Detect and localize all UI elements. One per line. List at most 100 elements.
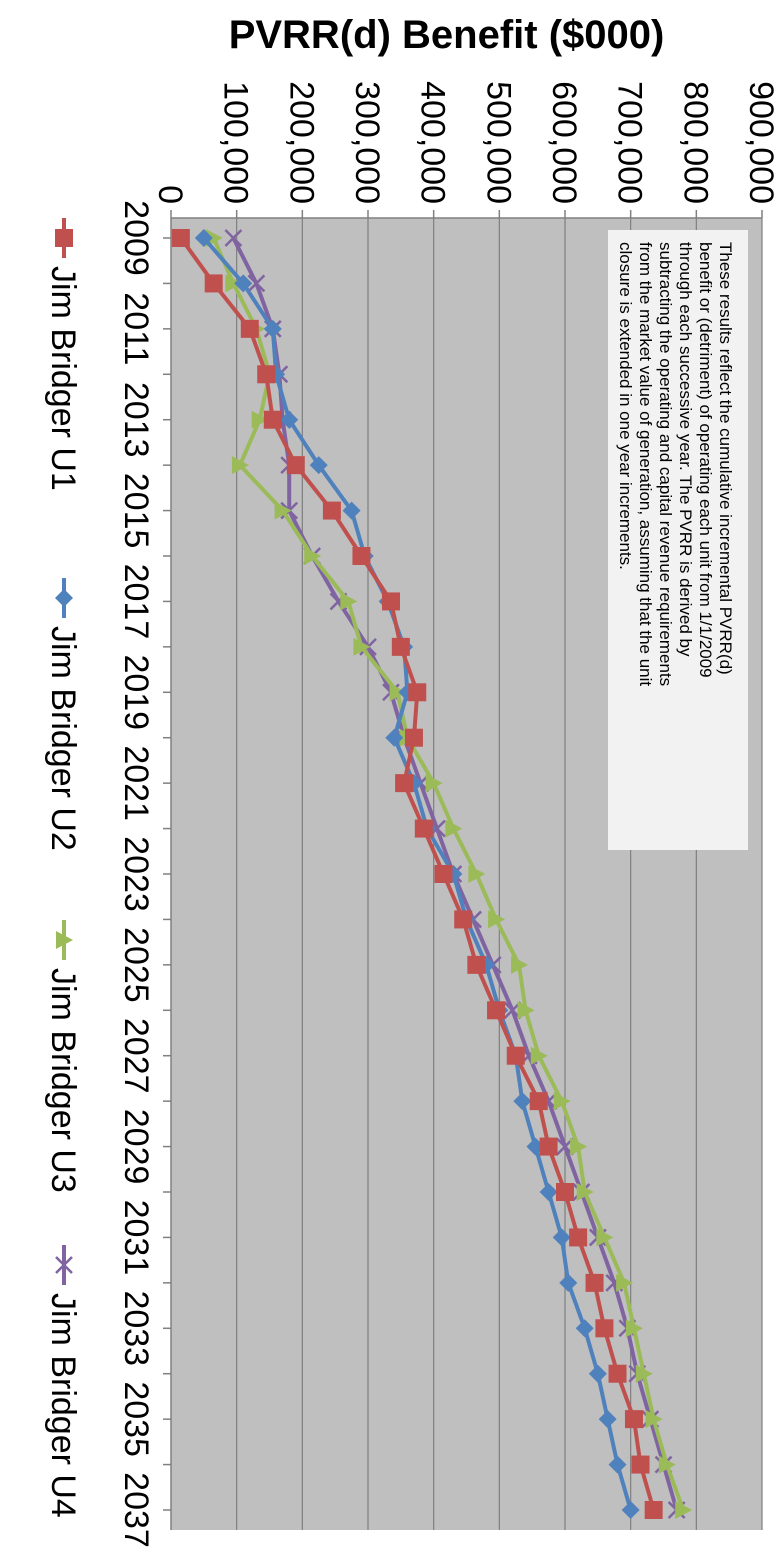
y-axis-title: PVRR(d) Benefit ($000): [229, 13, 665, 57]
data-point: [381, 592, 400, 611]
data-point: [267, 365, 286, 384]
y-tick-label: 600,000: [545, 81, 583, 204]
data-point: [529, 1092, 548, 1111]
legend-item: Jim Bridger U3: [44, 920, 82, 1193]
y-tick-label: 200,000: [282, 81, 320, 204]
data-point: [353, 637, 371, 656]
data-point: [257, 365, 276, 384]
data-point: [585, 1273, 604, 1292]
x-tick-label: 2031: [117, 1200, 155, 1276]
data-point: [425, 774, 443, 793]
data-point: [55, 589, 73, 607]
data-point: [55, 1256, 73, 1274]
data-point: [395, 774, 414, 793]
series-jim-bridger-u1: [171, 229, 663, 1519]
data-point: [322, 501, 341, 520]
y-tick-label: 500,000: [479, 81, 517, 204]
data-point: [274, 501, 292, 520]
legend-label: Jim Bridger U2: [44, 626, 82, 851]
data-point: [434, 865, 453, 883]
data-point: [309, 456, 328, 475]
annotation-background: [608, 230, 748, 850]
x-tick-label: 2015: [117, 473, 155, 549]
annotation-line: from the market value of generation, ass…: [636, 242, 655, 686]
data-point: [616, 1273, 634, 1292]
data-point: [625, 1319, 643, 1338]
y-tick-label: 800,000: [676, 81, 714, 204]
y-tick-label: 900,000: [742, 81, 780, 204]
legend-item: Jim Bridger U2: [44, 578, 82, 851]
annotation-line: subtracting the operating and capital re…: [656, 242, 675, 686]
data-point: [385, 728, 404, 747]
data-point: [539, 1137, 558, 1156]
data-point: [595, 1319, 614, 1338]
data-point: [468, 865, 486, 883]
annotation-box: These results reflect the cumulative inc…: [608, 230, 748, 850]
data-point: [251, 410, 269, 429]
y-tick-label: 100,000: [217, 81, 255, 204]
annotation-line: closure is extended in one year incremen…: [616, 242, 635, 570]
x-tick-label: 2033: [117, 1290, 155, 1366]
data-point: [204, 274, 223, 293]
data-point: [263, 410, 282, 429]
annotation-text: These results reflect the cumulative inc…: [616, 242, 735, 686]
data-point: [635, 1364, 653, 1383]
data-point: [569, 1228, 588, 1247]
data-point: [624, 1410, 643, 1429]
data-point: [511, 955, 529, 974]
data-point: [389, 683, 407, 702]
data-point: [224, 229, 243, 247]
y-tick-label: 300,000: [348, 81, 386, 204]
data-point: [342, 501, 361, 520]
x-tick-label: 2025: [117, 927, 155, 1003]
data-point: [553, 1092, 571, 1111]
data-point: [487, 1001, 506, 1020]
data-point: [658, 1455, 676, 1474]
data-point: [414, 819, 433, 838]
series-jim-bridger-u3: [205, 229, 693, 1519]
data-point: [570, 1137, 588, 1156]
data-point: [391, 637, 410, 656]
x-tick-label: 2027: [117, 1018, 155, 1094]
y-tick-label: 400,000: [414, 81, 452, 204]
data-point: [645, 1410, 663, 1429]
data-point: [171, 229, 190, 247]
data-point: [247, 274, 266, 293]
data-point: [340, 592, 358, 611]
x-tick-label: 2037: [117, 1472, 155, 1548]
data-point: [225, 274, 243, 293]
legend-item: Jim Bridger U1: [44, 218, 82, 491]
legend-item: Jim Bridger U4: [44, 1245, 82, 1518]
rotated-chart-frame: 0 100,000 200,000 300,000 400,000 500,000 600,…: [44, 13, 780, 1548]
data-point: [467, 955, 486, 974]
annotation-line: These results reflect the cumulative inc…: [716, 242, 735, 675]
x-tick-label: 2035: [117, 1381, 155, 1457]
y-tick-labels: 0 100,000 200,000 300,000 400,000 500,000 600,…: [151, 81, 780, 218]
data-point: [263, 319, 282, 338]
annotation-line: through each successive year. The PVRR i…: [676, 242, 695, 657]
legend-label: Jim Bridger U4: [44, 1293, 82, 1518]
data-point: [631, 1455, 650, 1474]
data-point: [56, 931, 73, 949]
legend-label: Jim Bridger U1: [44, 266, 82, 491]
y-tick-label: 0: [151, 185, 189, 204]
data-point: [234, 274, 253, 293]
data-point: [608, 1364, 627, 1383]
data-point: [530, 1046, 548, 1065]
data-point: [644, 1501, 663, 1519]
data-point: [194, 229, 213, 247]
annotation-line: benefit or (detriment) of operating each…: [696, 242, 715, 678]
x-tick-label: 2009: [117, 200, 155, 276]
x-tick-label: 2011: [117, 292, 155, 365]
data-point: [576, 1183, 594, 1201]
data-point: [517, 1001, 535, 1020]
x-tick-labels: 2009 2011 2013 2015 2017 2019 2021 2023 2025 2027…: [117, 200, 171, 1548]
x-tick-label: 2029: [117, 1109, 155, 1185]
data-point: [488, 910, 506, 929]
legend: Jim Bridger U1 Jim Bridger U2 Jim Bridger …: [44, 218, 82, 1518]
x-tick-label: 2021: [117, 745, 155, 821]
data-point: [240, 319, 259, 338]
data-point: [454, 910, 473, 929]
